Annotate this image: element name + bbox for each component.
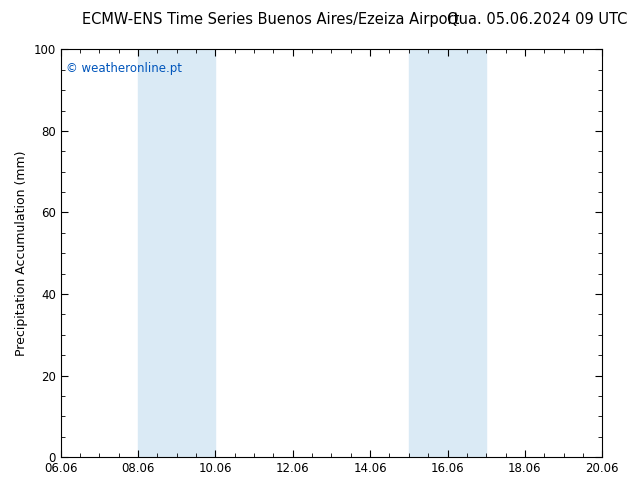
Bar	[138, 49, 216, 457]
Text: Qua. 05.06.2024 09 UTC: Qua. 05.06.2024 09 UTC	[447, 12, 628, 27]
Text: ECMW-ENS Time Series Buenos Aires/Ezeiza Airport: ECMW-ENS Time Series Buenos Aires/Ezeiza…	[82, 12, 460, 27]
Y-axis label: Precipitation Accumulation (mm): Precipitation Accumulation (mm)	[15, 150, 28, 356]
Bar	[409, 49, 486, 457]
Text: © weatheronline.pt: © weatheronline.pt	[66, 62, 182, 74]
